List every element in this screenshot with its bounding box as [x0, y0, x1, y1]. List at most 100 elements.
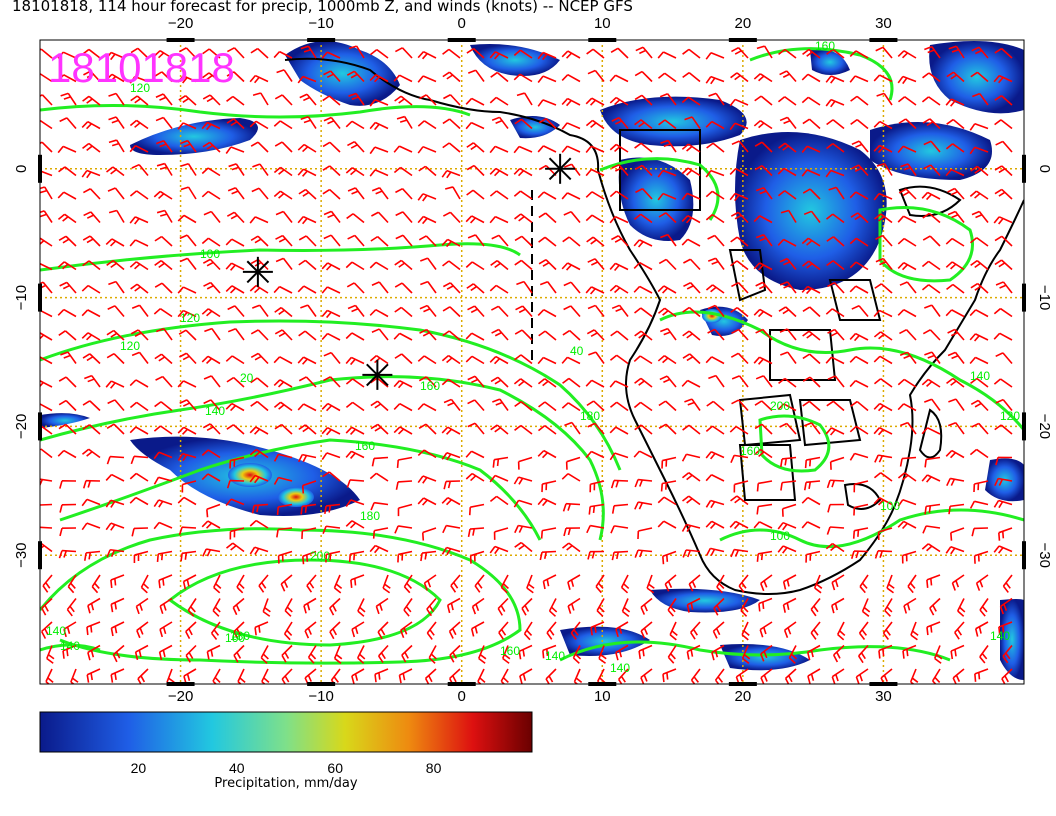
- wind-barb: [886, 574, 895, 594]
- wind-barb: [273, 50, 293, 59]
- wind-barb: [970, 282, 989, 294]
- wind-barb: [345, 401, 365, 412]
- wind-barb: [993, 545, 1013, 554]
- wind-barb: [825, 308, 845, 318]
- wind-barb: [611, 164, 629, 177]
- wind-barb: [573, 668, 583, 684]
- contour-label: 100: [880, 499, 900, 513]
- wind-barb: [350, 574, 365, 588]
- wind-barb: [345, 261, 365, 271]
- wind-barb: [321, 309, 341, 319]
- storm-markers: [242, 153, 576, 390]
- wind-barb: [998, 527, 1013, 541]
- wind-barb: [634, 424, 653, 435]
- wind-barb: [803, 210, 821, 223]
- wind-barb: [760, 644, 773, 662]
- wind-barb: [442, 306, 461, 318]
- wind-barb: [81, 448, 101, 459]
- wind-barb: [611, 304, 629, 317]
- wind-barb: [428, 645, 437, 664]
- colorbar-gradient: [39, 711, 533, 753]
- wind-barb: [40, 120, 53, 130]
- wind-barb: [275, 210, 293, 223]
- colorbar-label: Precipitation, mm/day: [214, 776, 358, 791]
- wind-barb: [873, 309, 893, 318]
- wind-barb: [466, 142, 485, 153]
- wind-barb: [226, 47, 245, 59]
- wind-barb: [57, 449, 77, 459]
- wind-barb: [206, 503, 221, 518]
- wind-barb: [369, 73, 389, 83]
- wind-barb: [322, 95, 341, 106]
- wind-barb: [993, 307, 1013, 318]
- wind-barb: [369, 169, 389, 177]
- wind-barb: [441, 238, 461, 248]
- wind-barb: [225, 402, 245, 412]
- wind-barb: [59, 281, 77, 294]
- wind-barb: [802, 188, 821, 200]
- wind-barb: [345, 356, 365, 366]
- wind-barb: [516, 92, 533, 106]
- wind-barb: [542, 574, 557, 590]
- wind-barb: [178, 329, 197, 341]
- wind-barb: [129, 496, 149, 506]
- wind-barb: [901, 550, 917, 564]
- contour-label: 100: [770, 529, 790, 543]
- wind-barb: [523, 621, 533, 641]
- wind-barb: [826, 119, 845, 130]
- wind-barb: [129, 261, 149, 271]
- wind-barb: [971, 527, 989, 537]
- wind-barb: [585, 145, 605, 154]
- wind-barb: [345, 520, 365, 529]
- wind-barb: [229, 456, 245, 469]
- wind-barb: [153, 476, 173, 485]
- wind-barb: [897, 237, 917, 247]
- wind-barb: [91, 574, 101, 594]
- wind-barb: [541, 480, 557, 493]
- wind-barb: [40, 94, 53, 106]
- wind-barb: [370, 501, 389, 511]
- wind-barb: [227, 328, 245, 341]
- wind-barb: [45, 668, 54, 684]
- wind-barb: [972, 92, 989, 106]
- wind-barb: [348, 92, 365, 106]
- wind-barb: [924, 351, 941, 364]
- wind-barb: [969, 237, 989, 247]
- wind-barb: [297, 453, 317, 463]
- wind-barb: [346, 282, 365, 294]
- wind-barb: [682, 306, 701, 318]
- wind-barb: [707, 304, 725, 317]
- wind-barb: [682, 495, 701, 506]
- wind-barb: [489, 474, 509, 483]
- wind-barb: [994, 119, 1013, 130]
- wind-barb: [297, 285, 317, 294]
- wind-barb: [442, 71, 461, 83]
- wind-barb: [545, 668, 557, 684]
- contour-label: 140: [610, 661, 630, 675]
- wind-barb: [201, 167, 221, 177]
- wind-barb: [562, 542, 581, 553]
- wind-barb: [465, 97, 485, 106]
- wind-barb: [898, 118, 917, 130]
- wind-barb: [258, 574, 269, 593]
- wind-barb: [467, 527, 485, 538]
- wind-barb: [417, 215, 437, 225]
- wind-barb: [442, 118, 461, 130]
- wind-barb: [832, 644, 845, 663]
- wind-barb: [417, 75, 437, 83]
- x-tick-label-top: 30: [875, 15, 892, 32]
- wind-barb: [635, 46, 653, 59]
- wind-barb: [201, 190, 221, 200]
- wind-barb: [667, 645, 677, 664]
- wind-barb: [993, 332, 1013, 341]
- wind-barb: [514, 401, 533, 412]
- y-tick-label-left: −10: [13, 285, 30, 310]
- contour-label: 140: [205, 404, 225, 418]
- wind-barb: [561, 122, 581, 130]
- wind-barb: [236, 574, 245, 594]
- wind-barb: [810, 621, 821, 640]
- wind-barb: [84, 374, 101, 388]
- wind-barb: [634, 70, 653, 83]
- wind-barb: [681, 214, 701, 224]
- wind-barb: [180, 550, 197, 562]
